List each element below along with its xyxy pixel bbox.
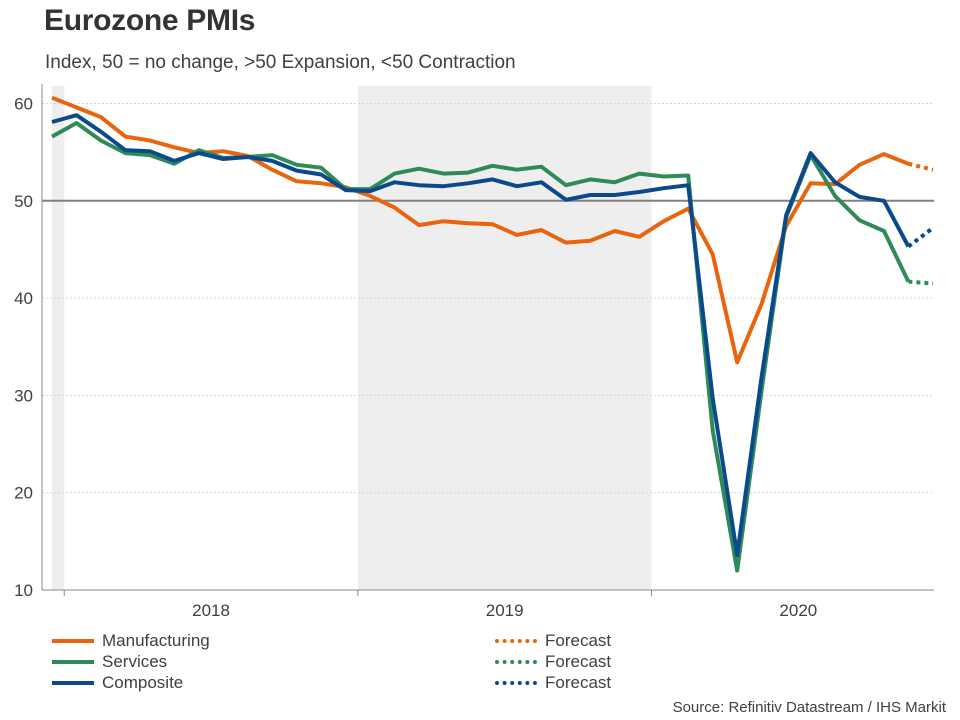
x-tick-label-2019: 2019 [486,601,524,620]
legend-item-manufacturing: Manufacturing [52,630,210,651]
gridlines [42,103,934,494]
series-line-composite [51,113,911,557]
legend-label-forecast-composite: Forecast [545,672,612,692]
y-tick-label-40: 40 [14,289,33,308]
legend-item-forecast-services: Forecast [495,651,611,672]
forecast-line-manufacturing [907,161,934,172]
shaded-region-1 [357,86,652,590]
legend-swatch-forecast-services [495,659,537,664]
legend-label-composite: Composite [102,672,184,692]
y-tick-label-20: 20 [14,484,33,503]
x-tick-label-2018: 2018 [192,601,230,620]
y-tick-label-30: 30 [14,386,33,405]
series-lines [42,95,935,573]
forecast-line-services [908,279,934,286]
chart-title: Eurozone PMIs [44,4,256,37]
y-tick-label-10: 10 [14,581,33,600]
shaded-regions [52,86,652,590]
legend-item-forecast-composite: Forecast [495,672,611,693]
legend-label-forecast-manufacturing: Forecast [545,630,612,650]
shaded-region-0 [52,86,65,590]
chart-subtitle: Index, 50 = no change, >50 Expansion, <5… [45,52,516,73]
legend: Manufacturing Services Composite Forecas… [52,630,752,696]
legend-label-services: Services [102,651,168,671]
legend-swatch-composite [52,680,94,685]
legend-label-manufacturing: Manufacturing [102,630,210,650]
legend-label-forecast-services: Forecast [545,651,612,671]
legend-swatch-forecast-manufacturing [495,638,537,643]
legend-item-services: Services [52,651,167,672]
legend-item-forecast-manufacturing: Forecast [495,630,611,651]
x-tick-label-2020: 2020 [779,601,817,620]
legend-swatch-services [52,659,94,664]
legend-item-composite: Composite [52,672,183,693]
forecast-line-composite [907,226,935,249]
source-note: Source: Refinitiv Datastream / IHS Marki… [672,699,946,716]
legend-swatch-manufacturing [52,638,94,643]
y-tick-label-50: 50 [14,192,33,211]
legend-swatch-forecast-composite [495,680,537,685]
axes: 10 20 30 40 50 60 2018 2019 2020 [14,84,934,620]
y-tick-label-60: 60 [14,95,33,114]
